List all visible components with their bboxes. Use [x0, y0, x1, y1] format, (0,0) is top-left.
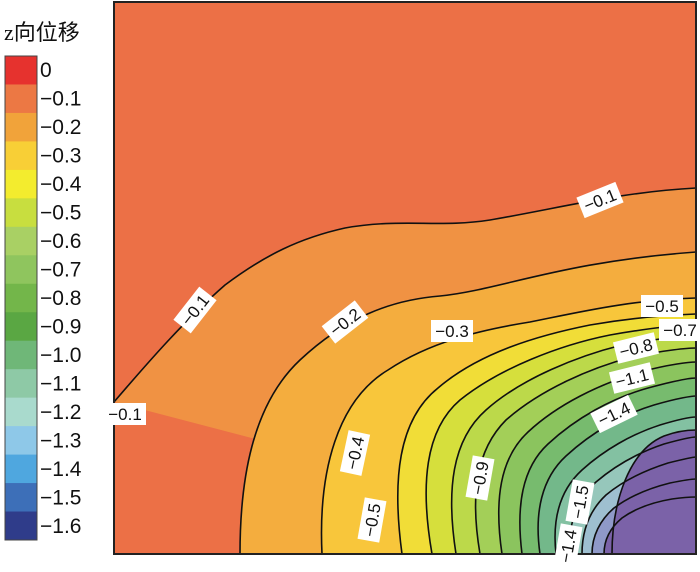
- contour-line: [320, 297, 696, 554]
- colorbar-tick-label: −0.3: [40, 145, 81, 168]
- colorbar-tick-label: −1.3: [40, 429, 81, 452]
- colorbar-swatch: [5, 226, 37, 256]
- colorbar-tick-label: −0.7: [40, 259, 81, 282]
- colorbar-tick-label: −1.4: [40, 458, 82, 481]
- colorbar-tick-label: −0.9: [40, 315, 81, 338]
- contour-line: [396, 313, 696, 554]
- colorbar-frame: [4, 55, 38, 541]
- contour-line: [611, 429, 696, 554]
- svg-text:−0.3: −0.3: [435, 322, 469, 341]
- colorbar-swatch: [5, 198, 37, 228]
- contour-line: [519, 377, 696, 554]
- contour-label: −1.5: [565, 479, 595, 525]
- contour-line: [581, 456, 696, 554]
- contour-label: −1.4: [553, 523, 583, 569]
- contour-line: [239, 251, 696, 554]
- colorbar-legend: z向位移 0 −0.1 −0.2 −0.3 −0.4 −0.5 −0.6 −0.7 −0.8 −0.…: [4, 20, 82, 541]
- colorbar-tick-label: −0.8: [40, 287, 81, 310]
- colorbar-tick-label: −0.1: [40, 88, 81, 111]
- contour-label: −0.5: [641, 295, 683, 317]
- contour-line: [537, 395, 696, 554]
- contour-line: [450, 335, 696, 554]
- colorbar-swatch: [5, 169, 37, 199]
- svg-text:−0.7: −0.7: [663, 321, 697, 340]
- colorbar-swatch: [5, 112, 37, 142]
- svg-text:−0.1: −0.1: [108, 405, 142, 424]
- colorbar-tick-label: −1.1: [40, 372, 81, 395]
- colorbar-swatch: [5, 84, 37, 114]
- colorbar-title: z向位移: [4, 20, 80, 45]
- colorbar-swatch: [5, 56, 37, 85]
- colorbar-tick-label: −0.6: [40, 230, 81, 253]
- colorbar-swatch: [5, 483, 37, 513]
- contour-label: −0.3: [431, 320, 473, 342]
- contour-label: −0.1: [104, 403, 146, 425]
- colorbar-swatch: [5, 340, 37, 370]
- contour-line: [591, 478, 696, 554]
- contour-line: [425, 323, 696, 554]
- colorbar-tick-label: 0: [40, 59, 52, 82]
- contour-line: [603, 496, 696, 554]
- colorbar-swatch: [5, 369, 37, 399]
- contour-label: −0.7: [659, 319, 700, 341]
- colorbar-tick-label: −1.6: [40, 515, 81, 538]
- colorbar-swatch: [5, 312, 37, 342]
- colorbar-swatch: [5, 141, 37, 171]
- colorbar-swatch: [5, 511, 37, 541]
- contour-plot-area: −0.1−0.1−0.1−0.2 −0.3−0.4−0.5−0.5−0.7−0.8…: [104, 1, 700, 569]
- colorbar-tick-label: −0.5: [40, 202, 81, 225]
- contour-line: [497, 361, 696, 554]
- contour-label: −0.5: [357, 497, 387, 543]
- contour-label: −0.4: [339, 430, 371, 476]
- colorbar-tick-label: −1.5: [40, 486, 81, 509]
- contour-label: −0.9: [465, 455, 495, 501]
- colorbar-swatch: [5, 426, 37, 456]
- colorbar-swatch: [5, 397, 37, 427]
- svg-text:−0.5: −0.5: [645, 297, 679, 316]
- colorbar-swatch: [5, 283, 37, 313]
- contour-line: [554, 416, 696, 554]
- plot-frame: [113, 1, 697, 555]
- colorbar-swatch: [5, 454, 37, 484]
- colorbar-swatch: [5, 255, 37, 285]
- colorbar-tick-label: −0.2: [40, 116, 81, 139]
- colorbar-tick-label: −1.2: [40, 401, 81, 424]
- colorbar-tick-label: −0.4: [40, 173, 82, 196]
- colorbar-tick-label: −1.0: [40, 344, 81, 367]
